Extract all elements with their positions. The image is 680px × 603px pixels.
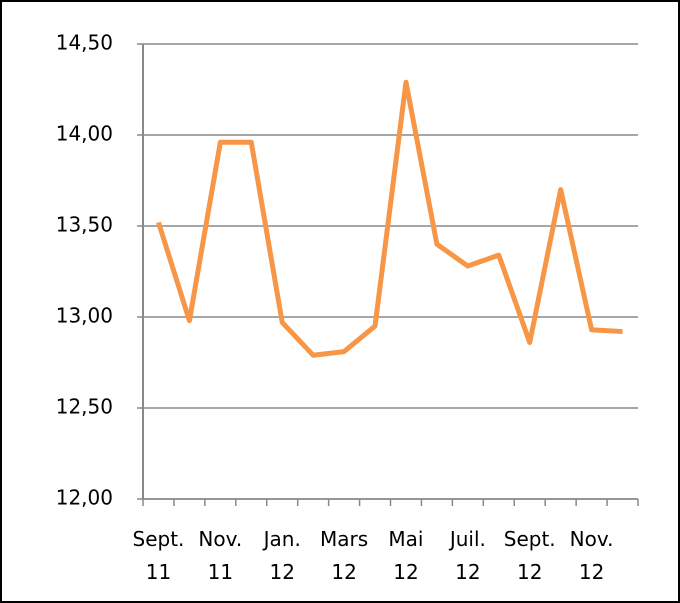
x-tick-label: Sept. 12: [504, 527, 556, 584]
x-tick-label: Sept. 11: [133, 527, 185, 584]
y-tick-label: 12,50: [56, 395, 113, 419]
y-tick-label: 13,50: [56, 213, 113, 237]
x-tick-label: Mai 12: [388, 527, 423, 584]
x-tick-label: Juil. 12: [448, 527, 486, 584]
y-tick-label: 14,50: [56, 31, 113, 55]
y-tick-label: 13,00: [56, 304, 113, 328]
x-tick-label: Mars 12: [320, 527, 368, 584]
y-tick-label: 14,00: [56, 122, 113, 146]
data-line: [156, 79, 623, 358]
x-tick-label: Jan. 12: [262, 527, 301, 584]
x-tick-label: Nov. 11: [198, 527, 242, 584]
x-tick-label: Nov. 12: [570, 527, 614, 584]
y-tick-label: 12,00: [56, 486, 113, 510]
